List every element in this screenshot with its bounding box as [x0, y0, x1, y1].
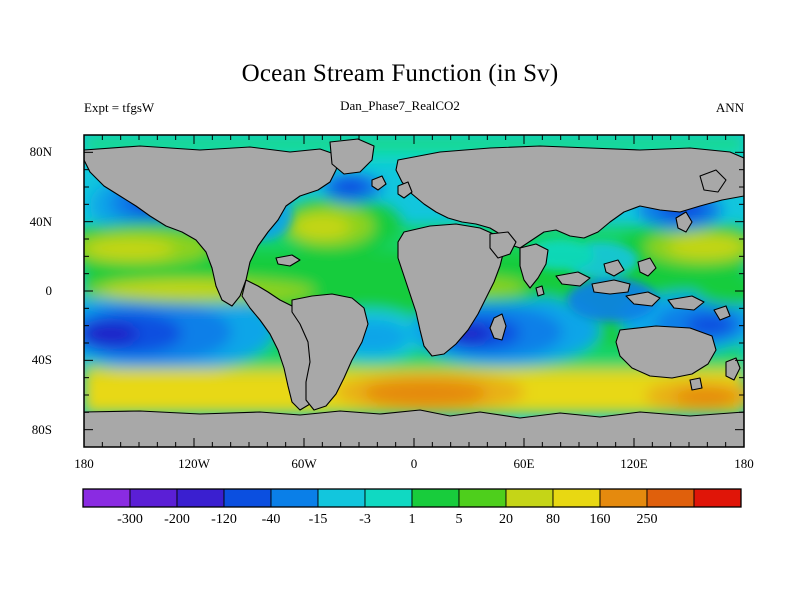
colorbar-tick-label: -120 [211, 512, 237, 527]
x-axis-tick-label: 180 [74, 456, 94, 471]
colorbar-tick-label: 250 [636, 512, 658, 527]
colorbar-cell [411, 488, 460, 508]
colorbar-cell [458, 488, 507, 508]
colorbar [82, 488, 742, 508]
colorbar-cell [505, 488, 554, 508]
colorbar-tick-label: 5 [455, 512, 463, 527]
y-axis-tick-label: 80N [29, 144, 52, 160]
colorbar-cell [599, 488, 648, 508]
y-axis-tick-label: 80S [31, 421, 52, 437]
season-label: ANN [715, 100, 744, 115]
page-title: Ocean Stream Function (in Sv) [241, 60, 559, 87]
colorbar-cell [176, 488, 225, 508]
experiment-label: Expt = tfgsW [84, 100, 155, 115]
colorbar-tick-label: 160 [589, 512, 611, 527]
colorbar-cell [364, 488, 413, 508]
colorbar-cell [270, 488, 319, 508]
y-axis-tick-label: 40S [31, 352, 52, 368]
colorbar-tick-label: -300 [117, 512, 143, 527]
colorbar-tick-label: -15 [308, 512, 328, 527]
colorbar-outline [82, 488, 742, 508]
colorbar-cell [317, 488, 366, 508]
colorbar-cell [82, 488, 131, 508]
colorbar-cell [552, 488, 601, 508]
x-axis-tick-label: 120E [620, 456, 648, 471]
colorbar-cell [129, 488, 178, 508]
y-axis-tick-label: 0 [45, 283, 53, 298]
x-axis-tick-label: 60E [513, 456, 535, 471]
colorbar-cell [646, 488, 695, 508]
case-label: Dan_Phase7_RealCO2 [340, 98, 460, 113]
x-axis-tick-label: 0 [410, 456, 418, 471]
axis-ticks [83, 134, 745, 448]
colorbar-cell [693, 488, 742, 508]
land-masses [84, 138, 744, 447]
colorbar-tick-label: -200 [164, 512, 190, 527]
x-axis-tick-label: 60W [291, 456, 317, 471]
y-axis-tick-label: 40N [29, 213, 52, 229]
colorbar-tick-label: 80 [546, 512, 560, 527]
colorbar-tick-label: -3 [359, 512, 371, 527]
colorbar-tick-label: 20 [499, 512, 513, 527]
x-axis-tick-label: 120W [178, 456, 210, 471]
colorbar-tick-label: 1 [408, 512, 416, 527]
x-axis-tick-label: 180 [734, 456, 754, 471]
colorbar-tick-label: -40 [261, 512, 281, 527]
colorbar-cell [223, 488, 272, 508]
